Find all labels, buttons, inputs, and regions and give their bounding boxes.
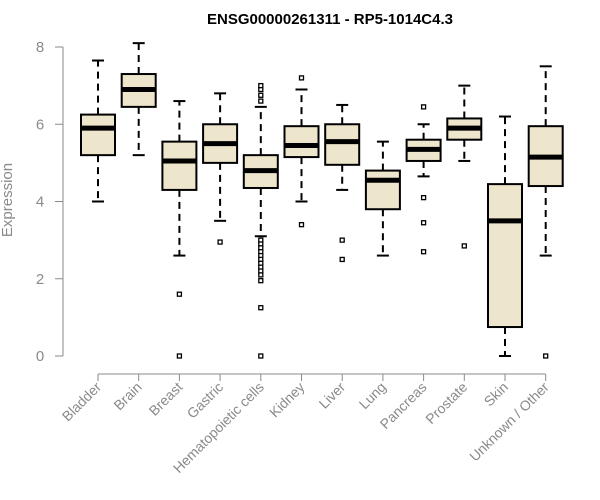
iqr-box	[283, 125, 320, 159]
outlier-point	[420, 104, 427, 110]
outlier-point	[298, 75, 305, 81]
iqr-box	[324, 123, 361, 166]
outlier-point	[420, 220, 427, 226]
outlier-point	[258, 98, 264, 104]
box-unknown-other	[527, 65, 564, 359]
x-tick-label: Lung	[356, 379, 389, 412]
box-hematopoietic-cells	[242, 82, 279, 359]
y-tick-label: 8	[36, 39, 44, 56]
outlier-point	[258, 305, 264, 311]
box-skin	[487, 115, 523, 357]
outlier-point	[339, 237, 345, 243]
iqr-box	[487, 183, 523, 329]
box-kidney	[283, 75, 320, 228]
outlier-point	[298, 222, 305, 228]
iqr-box	[80, 113, 116, 157]
box-series	[80, 42, 564, 359]
y-tick-label: 6	[36, 116, 44, 133]
y-tick-label: 4	[36, 194, 44, 211]
box-bladder	[80, 59, 116, 203]
outlier-point	[339, 256, 345, 263]
outlier-point	[420, 249, 427, 255]
outlier-point	[176, 353, 183, 359]
box-brain	[120, 42, 157, 157]
iqr-box	[364, 169, 401, 211]
y-tick-label: 2	[36, 271, 44, 288]
outlier-point	[258, 278, 264, 284]
y-axis-label: Expression	[0, 163, 16, 237]
outlier-point	[420, 194, 427, 201]
box-lung	[364, 140, 401, 257]
x-tick-label: Bladder	[59, 379, 105, 425]
outlier-point	[258, 92, 264, 98]
outlier-point	[543, 353, 549, 359]
box-liver	[324, 103, 361, 263]
x-tick-label: Skin	[481, 379, 512, 410]
outlier-point	[461, 243, 467, 249]
y-axis: 0 2 4 6 8	[36, 39, 64, 365]
box-pancreas	[405, 104, 442, 255]
outlier-point	[176, 291, 183, 297]
y-tick-label: 0	[36, 348, 44, 365]
outlier-point	[217, 239, 223, 245]
outlier-point	[258, 82, 264, 89]
outlier-point	[258, 272, 264, 278]
outlier-point	[258, 353, 264, 359]
iqr-box	[161, 140, 198, 191]
x-tick-label: Liver	[316, 379, 349, 412]
box-prostate	[446, 84, 483, 249]
x-tick-label: Breast	[146, 379, 186, 419]
box-breast	[161, 100, 198, 359]
chart-title: ENSG00000261311 - RP5-1014C4.3	[207, 11, 453, 28]
x-tick-label: Brain	[110, 379, 144, 413]
x-tick-label: Kidney	[266, 379, 308, 421]
box-gastric	[202, 92, 239, 245]
x-tick-label: Prostate	[422, 379, 470, 427]
